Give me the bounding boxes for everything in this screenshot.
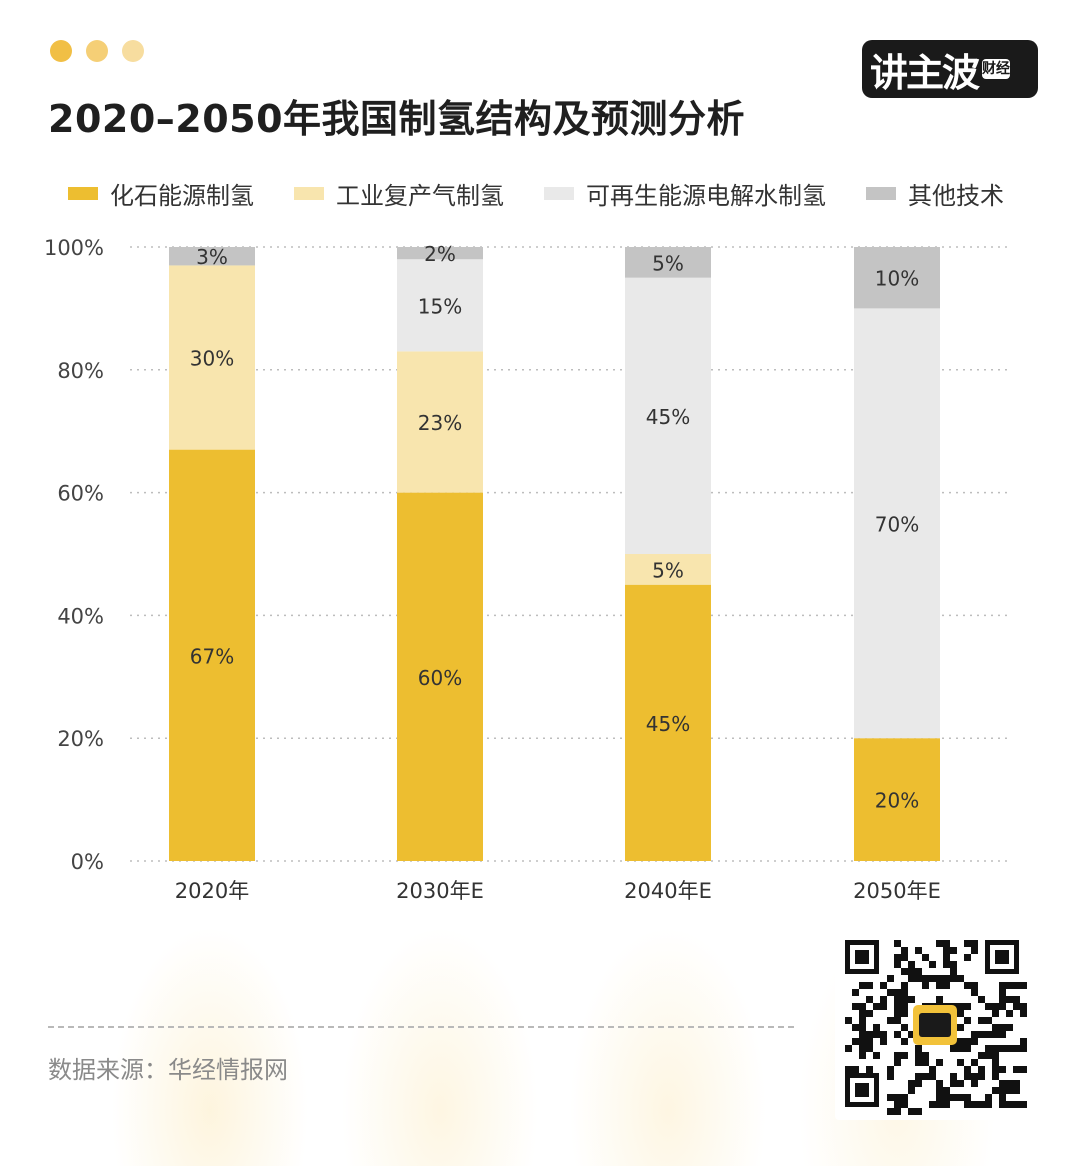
bar-segment-2-2 bbox=[625, 277, 711, 554]
stacked-bar-chart: 0% 20% 40% 60% 80% 100% 67% 30% 3% 2020年 60% 23% 15%… bbox=[44, 236, 1012, 903]
bar-segment-2-3 bbox=[625, 247, 711, 278]
data-label-3-0: 20% bbox=[875, 789, 919, 813]
legend-swatch-0 bbox=[68, 187, 98, 200]
footer-divider bbox=[48, 1026, 794, 1028]
qr-code bbox=[835, 930, 1035, 1120]
data-label-2-3: 5% bbox=[652, 251, 684, 275]
legend-label-3: 其他技术 bbox=[908, 182, 1004, 210]
window-dots bbox=[50, 40, 144, 62]
data-label-2-2: 45% bbox=[646, 405, 690, 429]
bar-segment-2-1 bbox=[625, 554, 711, 585]
y-tick-label-5: 100% bbox=[44, 236, 104, 260]
logo-main-text: 讲主波 bbox=[870, 50, 980, 95]
y-tick-label-0: 0% bbox=[71, 850, 104, 874]
bar-segment-1-0 bbox=[397, 492, 483, 861]
x-tick-label-3: 2050年E bbox=[853, 879, 941, 903]
legend-swatch-2 bbox=[544, 187, 574, 200]
legend-label-2: 可再生能源电解水制氢 bbox=[586, 182, 826, 210]
data-label-1-0: 60% bbox=[418, 666, 462, 690]
legend-item-3: 其他技术 bbox=[866, 176, 1004, 211]
y-tick-label-3: 60% bbox=[57, 482, 104, 506]
data-label-1-1: 23% bbox=[418, 411, 462, 435]
x-tick-label-2: 2040年E bbox=[624, 879, 712, 903]
x-tick-label-0: 2020年 bbox=[175, 879, 249, 903]
bar-segment-1-3 bbox=[397, 247, 483, 260]
bar-segment-1-2 bbox=[397, 259, 483, 352]
data-label-1-2: 15% bbox=[418, 294, 462, 318]
brand-logo: 讲主波 财经 bbox=[862, 40, 1038, 98]
dot-1 bbox=[50, 40, 72, 62]
legend-label-0: 化石能源制氢 bbox=[110, 182, 254, 210]
data-label-1-3: 2% bbox=[424, 242, 456, 266]
data-label-2-0: 45% bbox=[646, 712, 690, 736]
legend-item-1: 工业复产气制氢 bbox=[294, 176, 504, 211]
y-tick-label-4: 80% bbox=[57, 359, 104, 383]
bar-segment-0-1 bbox=[169, 265, 255, 450]
data-label-0-0: 67% bbox=[190, 644, 234, 668]
dot-2 bbox=[86, 40, 108, 62]
bar-segment-3-2 bbox=[854, 308, 940, 739]
bar-segment-1-1 bbox=[397, 351, 483, 493]
data-label-3-2: 70% bbox=[875, 512, 919, 536]
legend-swatch-3 bbox=[866, 187, 896, 200]
legend-label-1: 工业复产气制氢 bbox=[336, 182, 504, 210]
legend-item-2: 可再生能源电解水制氢 bbox=[544, 176, 826, 211]
legend-swatch-1 bbox=[294, 187, 324, 200]
page-title: 2020–2050年我国制氢结构及预测分析 bbox=[48, 97, 746, 141]
data-label-0-3: 3% bbox=[196, 245, 228, 269]
bar-segment-0-3 bbox=[169, 247, 255, 266]
data-label-3-3: 10% bbox=[875, 267, 919, 291]
logo-sub-text: 财经 bbox=[982, 59, 1011, 79]
chart-legend: 化石能源制氢 工业复产气制氢 可再生能源电解水制氢 其他技术 bbox=[68, 176, 1004, 211]
legend-item-0: 化石能源制氢 bbox=[68, 176, 254, 211]
y-tick-label-1: 20% bbox=[57, 727, 104, 751]
data-label-2-1: 5% bbox=[652, 558, 684, 582]
dot-3 bbox=[122, 40, 144, 62]
data-label-0-1: 30% bbox=[190, 347, 234, 371]
y-tick-label-2: 40% bbox=[57, 604, 104, 628]
x-tick-label-1: 2030年E bbox=[396, 879, 484, 903]
data-source: 数据来源：华经情报网 bbox=[48, 1056, 288, 1084]
bar-segment-3-3 bbox=[854, 247, 940, 309]
bar-segment-2-0 bbox=[625, 584, 711, 861]
bar-segment-3-0 bbox=[854, 738, 940, 861]
bar-segment-0-0 bbox=[169, 449, 255, 861]
